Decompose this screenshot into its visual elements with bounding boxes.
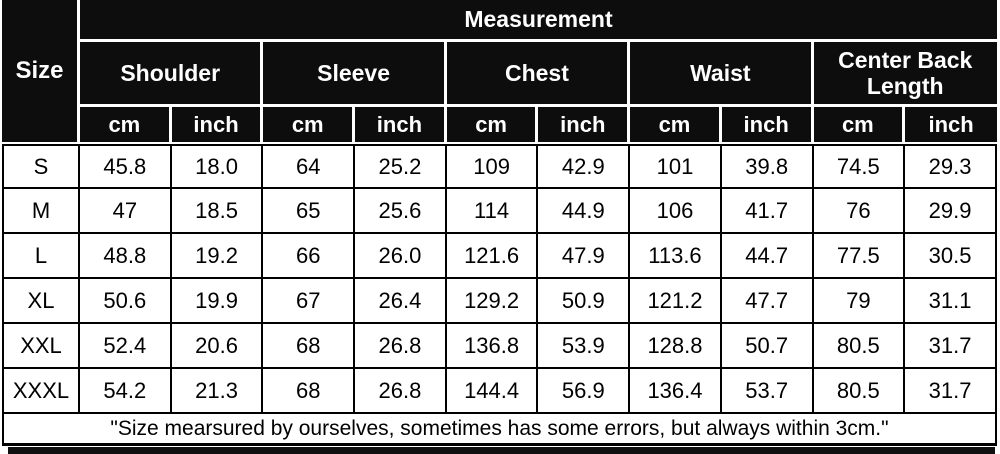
group-header-chest: Chest xyxy=(446,42,631,107)
value-cell: 50.7 xyxy=(721,324,814,369)
value-cell: 109 xyxy=(446,144,539,189)
unit-header-sleeve-inch: inch xyxy=(355,107,447,144)
value-cell: 129.2 xyxy=(446,279,539,324)
value-cell: 20.6 xyxy=(171,324,264,369)
value-cell: 50.6 xyxy=(80,279,172,324)
title-row: Size Measurement xyxy=(2,0,997,144)
value-cell: 136.8 xyxy=(446,324,539,369)
value-cell: 41.7 xyxy=(721,189,814,234)
value-cell: 26.8 xyxy=(355,324,447,369)
value-cell: 80.5 xyxy=(813,369,906,414)
value-cell: 29.3 xyxy=(905,144,997,189)
value-cell: 47 xyxy=(80,189,172,234)
value-cell: 114 xyxy=(446,189,539,234)
unit-header-cbl-inch: inch xyxy=(905,107,997,144)
size-cell: S xyxy=(2,144,80,189)
value-cell: 44.9 xyxy=(538,189,631,234)
value-cell: 113.6 xyxy=(630,234,722,279)
value-cell: 48.8 xyxy=(80,234,172,279)
measurement-table: Size Measurement Shoulder Sleeve Chest W… xyxy=(2,0,997,446)
value-cell: 26.8 xyxy=(355,369,447,414)
table-row-m: M 47 18.5 65 25.6 114 44.9 106 41.7 76 2… xyxy=(2,189,997,234)
value-cell: 18.5 xyxy=(171,189,264,234)
value-cell: 47.7 xyxy=(721,279,814,324)
size-cell: XL xyxy=(2,279,80,324)
value-cell: 42.9 xyxy=(538,144,631,189)
unit-header-chest-inch: inch xyxy=(538,107,631,144)
value-cell: 47.9 xyxy=(538,234,631,279)
value-cell: 31.7 xyxy=(905,324,997,369)
value-cell: 54.2 xyxy=(80,369,172,414)
value-cell: 66 xyxy=(263,234,356,279)
unit-header-waist-cm: cm xyxy=(630,107,722,144)
value-cell: 18.0 xyxy=(171,144,264,189)
value-cell: 29.9 xyxy=(905,189,997,234)
table-row-xl: XL 50.6 19.9 67 26.4 129.2 50.9 121.2 47… xyxy=(2,279,997,324)
group-header-center-back-length: Center Back Length xyxy=(813,42,997,107)
value-cell: 26.4 xyxy=(355,279,447,324)
table-row-xxxl: XXXL 54.2 21.3 68 26.8 144.4 56.9 136.4 … xyxy=(2,369,997,414)
value-cell: 21.3 xyxy=(171,369,264,414)
group-header-waist: Waist xyxy=(630,42,814,107)
table-row-xxl: XXL 52.4 20.6 68 26.8 136.8 53.9 128.8 5… xyxy=(2,324,997,369)
value-cell: 68 xyxy=(263,324,356,369)
value-cell: 44.7 xyxy=(721,234,814,279)
footnote: "Size mearsured by ourselves, sometimes … xyxy=(2,414,997,446)
value-cell: 77.5 xyxy=(813,234,906,279)
value-cell: 64 xyxy=(263,144,356,189)
value-cell: 31.1 xyxy=(905,279,997,324)
value-cell: 45.8 xyxy=(80,144,172,189)
value-cell: 68 xyxy=(263,369,356,414)
value-cell: 39.8 xyxy=(721,144,814,189)
value-cell: 67 xyxy=(263,279,356,324)
size-cell: XXL xyxy=(2,324,80,369)
value-cell: 26.0 xyxy=(355,234,447,279)
bottom-partial-band xyxy=(8,447,995,454)
value-cell: 56.9 xyxy=(538,369,631,414)
unit-header-chest-cm: cm xyxy=(446,107,539,144)
value-cell: 80.5 xyxy=(813,324,906,369)
value-cell: 76 xyxy=(813,189,906,234)
group-header-sleeve: Sleeve xyxy=(263,42,447,107)
value-cell: 25.6 xyxy=(355,189,447,234)
value-cell: 101 xyxy=(630,144,722,189)
unit-header-shoulder-cm: cm xyxy=(80,107,172,144)
table-row-l: L 48.8 19.2 66 26.0 121.6 47.9 113.6 44.… xyxy=(2,234,997,279)
size-column-header: Size xyxy=(2,0,80,144)
size-cell: XXXL xyxy=(2,369,80,414)
unit-header-cbl-cm: cm xyxy=(813,107,906,144)
value-cell: 52.4 xyxy=(80,324,172,369)
value-cell: 19.9 xyxy=(171,279,264,324)
units-header-row: cm inch cm inch cm inch cm inch cm inch xyxy=(2,107,997,144)
value-cell: 65 xyxy=(263,189,356,234)
group-header-row: Shoulder Sleeve Chest Waist Center Back … xyxy=(2,42,997,107)
value-cell: 31.7 xyxy=(905,369,997,414)
value-cell: 19.2 xyxy=(171,234,264,279)
value-cell: 53.9 xyxy=(538,324,631,369)
table-row-s: S 45.8 18.0 64 25.2 109 42.9 101 39.8 74… xyxy=(2,144,997,189)
value-cell: 79 xyxy=(813,279,906,324)
footnote-row: "Size mearsured by ourselves, sometimes … xyxy=(2,414,997,446)
value-cell: 144.4 xyxy=(446,369,539,414)
value-cell: 53.7 xyxy=(721,369,814,414)
value-cell: 106 xyxy=(630,189,722,234)
value-cell: 74.5 xyxy=(813,144,906,189)
size-cell: M xyxy=(2,189,80,234)
unit-header-shoulder-inch: inch xyxy=(171,107,264,144)
value-cell: 121.6 xyxy=(446,234,539,279)
value-cell: 30.5 xyxy=(905,234,997,279)
value-cell: 50.9 xyxy=(538,279,631,324)
unit-header-sleeve-cm: cm xyxy=(263,107,356,144)
value-cell: 25.2 xyxy=(355,144,447,189)
size-cell: L xyxy=(2,234,80,279)
value-cell: 128.8 xyxy=(630,324,722,369)
value-cell: 121.2 xyxy=(630,279,722,324)
value-cell: 136.4 xyxy=(630,369,722,414)
group-header-shoulder: Shoulder xyxy=(80,42,264,107)
table-title: Measurement xyxy=(80,0,997,42)
unit-header-waist-inch: inch xyxy=(721,107,814,144)
